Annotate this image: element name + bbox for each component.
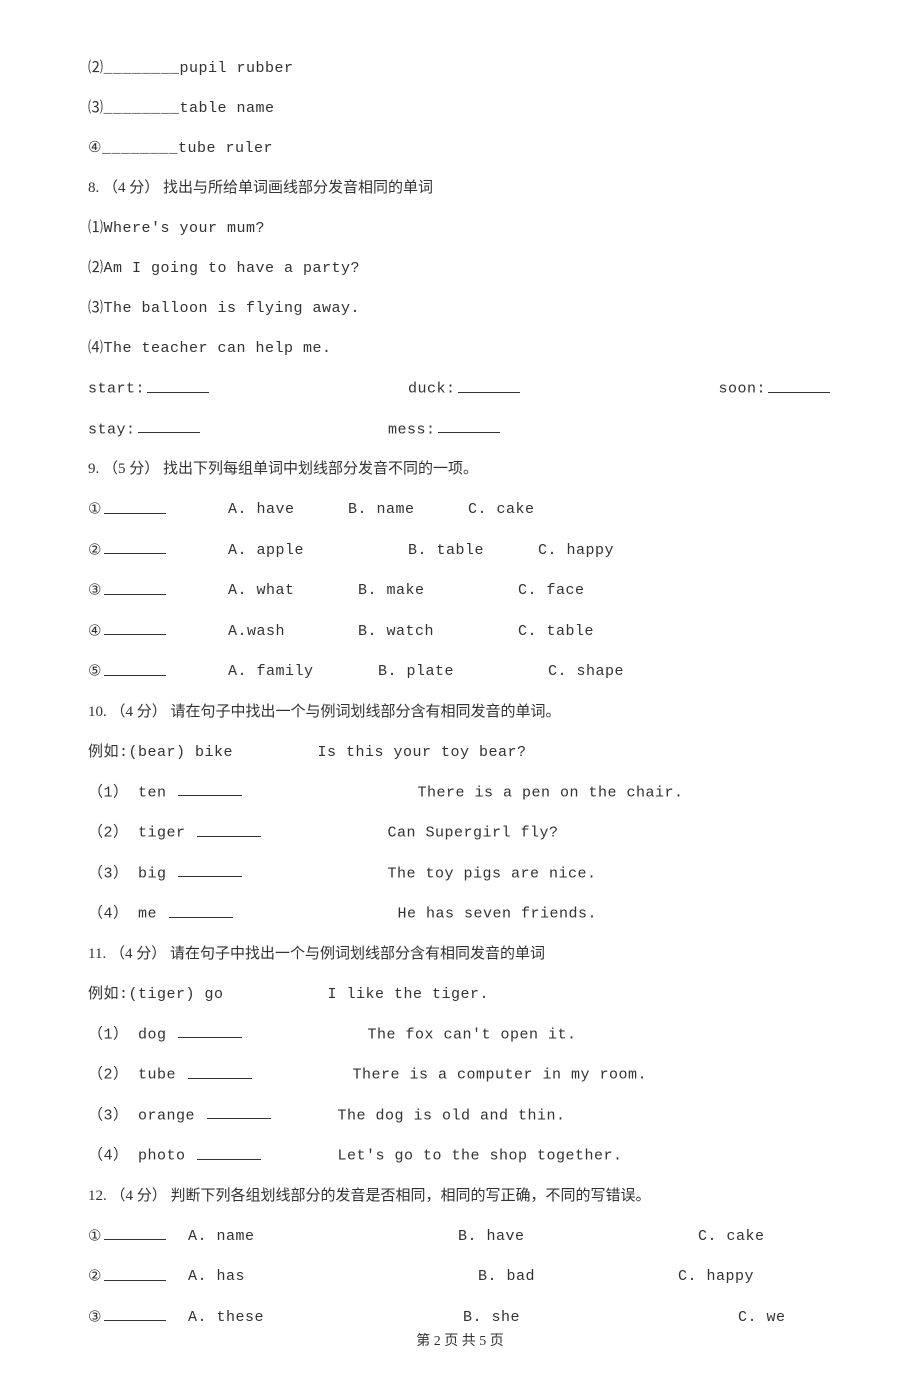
q12-r2-a: A. has bbox=[188, 1266, 478, 1288]
q9-r3-c: C. face bbox=[518, 580, 585, 602]
q11-r2-blank[interactable] bbox=[188, 1064, 252, 1079]
q10-example: 例如:(bear) bike Is this your toy bear? bbox=[88, 742, 832, 763]
pre-item-3: ⑶________table name bbox=[88, 98, 832, 119]
q12-r1-b: B. have bbox=[458, 1226, 698, 1248]
q9-r3-a: A. what bbox=[228, 580, 358, 602]
q11-header: 11. （4 分） 请在句子中找出一个与例词划线部分含有相同发音的单词 bbox=[88, 944, 832, 965]
q8-start-label: start: bbox=[88, 381, 145, 398]
q10-r4-blank[interactable] bbox=[169, 903, 233, 918]
q8-stay-blank[interactable] bbox=[138, 419, 200, 434]
q9-row-1: ① A. have B. name C. cake bbox=[88, 499, 832, 521]
q9-row-5: ⑤ A. family B. plate C. shape bbox=[88, 661, 832, 683]
q9-r1-b: B. name bbox=[348, 499, 468, 521]
q11-r3-blank[interactable] bbox=[207, 1105, 271, 1120]
q8-answer-row-1: start: duck: soon: bbox=[88, 378, 832, 400]
q12-r1-blank[interactable] bbox=[104, 1226, 166, 1241]
q8-sentence-4: ⑷The teacher can help me. bbox=[88, 338, 832, 359]
q9-r1-c: C. cake bbox=[468, 499, 535, 521]
q12-r1-c: C. cake bbox=[698, 1226, 765, 1248]
page-footer: 第 2 页 共 5 页 bbox=[88, 1332, 832, 1352]
q8-mess-label: mess: bbox=[388, 421, 436, 438]
q8-duck-blank[interactable] bbox=[458, 378, 520, 393]
q10-r2-blank[interactable] bbox=[197, 822, 261, 837]
q9-r5-a: A. family bbox=[228, 661, 378, 683]
q9-r4-c: C. table bbox=[518, 621, 594, 643]
q9-row-3: ③ A. what B. make C. face bbox=[88, 580, 832, 602]
q12-r2-c: C. happy bbox=[678, 1266, 754, 1288]
q12-r2-blank[interactable] bbox=[104, 1266, 166, 1281]
q8-stay-label: stay: bbox=[88, 421, 136, 438]
q8-answer-row-2: stay: mess: bbox=[88, 419, 832, 441]
q10-r3-blank[interactable] bbox=[178, 863, 242, 878]
q12-r2-b: B. bad bbox=[478, 1266, 678, 1288]
q12-row-2: ② A. has B. bad C. happy bbox=[88, 1266, 832, 1288]
q8-soon-blank[interactable] bbox=[768, 378, 830, 393]
q9-r4-a: A.wash bbox=[228, 621, 358, 643]
q9-r5-b: B. plate bbox=[378, 661, 548, 683]
q12-header: 12. （4 分） 判断下列各组划线部分的发音是否相同，相同的写正确，不同的写错… bbox=[88, 1186, 832, 1207]
q12-r1-a: A. name bbox=[188, 1226, 458, 1248]
q9-r2-a: A. apple bbox=[228, 540, 408, 562]
q9-r1-blank[interactable] bbox=[104, 499, 166, 514]
q9-row-2: ② A. apple B. table C. happy bbox=[88, 540, 832, 562]
q8-sentence-3: ⑶The balloon is flying away. bbox=[88, 298, 832, 319]
q9-r2-blank[interactable] bbox=[104, 540, 166, 555]
q10-row-4: （4） me He has seven friends. bbox=[88, 903, 832, 925]
q8-header: 8. （4 分） 找出与所给单词画线部分发音相同的单词 bbox=[88, 178, 832, 199]
q9-r3-blank[interactable] bbox=[104, 580, 166, 595]
q11-r1-blank[interactable] bbox=[178, 1024, 242, 1039]
q9-r4-b: B. watch bbox=[358, 621, 518, 643]
q10-header: 10. （4 分） 请在句子中找出一个与例词划线部分含有相同发音的单词。 bbox=[88, 702, 832, 723]
q12-r3-c: C. we bbox=[738, 1307, 786, 1329]
q11-row-2: （2） tube There is a computer in my room. bbox=[88, 1064, 832, 1086]
q8-start-blank[interactable] bbox=[147, 378, 209, 393]
q12-row-3: ③ A. these B. she C. we bbox=[88, 1307, 832, 1329]
q8-mess-blank[interactable] bbox=[438, 419, 500, 434]
q9-r3-b: B. make bbox=[358, 580, 518, 602]
q9-r2-b: B. table bbox=[408, 540, 538, 562]
q10-r1-blank[interactable] bbox=[178, 782, 242, 797]
q10-row-2: （2） tiger Can Supergirl fly? bbox=[88, 822, 832, 844]
q9-r5-blank[interactable] bbox=[104, 661, 166, 676]
q8-duck-label: duck: bbox=[408, 381, 456, 398]
q8-sentence-1: ⑴Where's your mum? bbox=[88, 218, 832, 239]
q9-r1-a: A. have bbox=[228, 499, 348, 521]
q8-sentence-2: ⑵Am I going to have a party? bbox=[88, 258, 832, 279]
q11-row-1: （1） dog The fox can't open it. bbox=[88, 1024, 832, 1046]
q10-row-3: （3） big The toy pigs are nice. bbox=[88, 863, 832, 885]
q10-row-1: （1） ten There is a pen on the chair. bbox=[88, 782, 832, 804]
q9-r2-c: C. happy bbox=[538, 540, 614, 562]
q12-r3-b: B. she bbox=[463, 1307, 738, 1329]
q12-r3-a: A. these bbox=[188, 1307, 463, 1329]
q8-soon-label: soon: bbox=[718, 381, 766, 398]
q11-example: 例如:(tiger) go I like the tiger. bbox=[88, 984, 832, 1005]
q9-row-4: ④ A.wash B. watch C. table bbox=[88, 621, 832, 643]
q11-row-3: （3） orange The dog is old and thin. bbox=[88, 1105, 832, 1127]
pre-item-2: ⑵________pupil rubber bbox=[88, 58, 832, 79]
pre-item-4: ④________tube ruler bbox=[88, 138, 832, 159]
q11-r4-blank[interactable] bbox=[197, 1145, 261, 1160]
q9-r5-c: C. shape bbox=[548, 661, 624, 683]
q9-r4-blank[interactable] bbox=[104, 621, 166, 636]
q11-row-4: （4） photo Let's go to the shop together. bbox=[88, 1145, 832, 1167]
q12-row-1: ① A. name B. have C. cake bbox=[88, 1226, 832, 1248]
q12-r3-blank[interactable] bbox=[104, 1307, 166, 1322]
q9-header: 9. （5 分） 找出下列每组单词中划线部分发音不同的一项。 bbox=[88, 459, 832, 480]
